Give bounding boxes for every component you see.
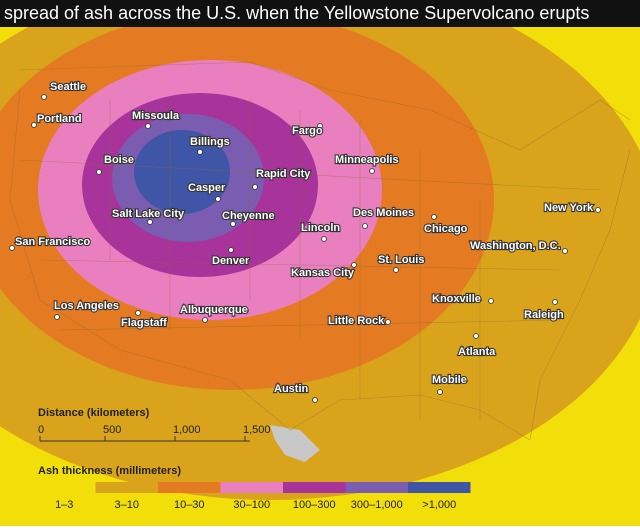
title: spread of ash across the U.S. when the Y… [4,3,589,23]
city-dot [54,314,60,320]
city-label: Los Angeles [54,300,119,312]
state-horizontals [19,159,601,331]
border-north [19,61,631,151]
cities: Seattle Portland Missoula Billings Boise Farg… [9,80,601,403]
city-label: Flagstaff [121,317,167,329]
legend-swatch [408,482,471,493]
city-dot [473,333,479,339]
thickness-title: Ash thickness (millimeters) [38,465,181,477]
city-label: Casper [188,182,226,194]
city-label: Little Rock [328,315,385,327]
legend-swatch [95,482,158,493]
city-dot [321,236,327,242]
city-dot [393,267,399,273]
city-dot [385,319,391,325]
city-dot [31,122,37,128]
city-dot [9,245,15,251]
legend: Distance (kilometers) Ash thickness (mil… [33,407,471,511]
legend-label: >1,000 [422,499,456,511]
city-dot [362,223,368,229]
legend-swatch [345,482,408,493]
city-dot [228,247,234,253]
city-dot [312,397,318,403]
city-label: Billings [190,136,230,148]
scale-label: 500 [103,424,121,436]
city-label: Knoxville [432,293,481,305]
city-dot [369,168,375,174]
city-label: St. Louis [378,254,424,266]
city-dot [252,184,258,190]
scale-label: 1,500 [243,424,271,436]
legend-label: 100–300 [293,499,336,511]
ash-zone [134,130,230,214]
city-label: Lincoln [301,222,340,234]
city-label: San Francisco [15,236,90,248]
city-label: Missoula [132,110,180,122]
city-label: Kansas City [291,267,355,279]
city-dot [595,207,601,213]
title-bar [0,0,640,27]
city-dot [197,149,203,155]
state-lines [9,61,631,441]
city-label: Mobile [432,374,467,386]
city-label: Chicago [424,223,468,235]
city-dot [96,169,102,175]
legend-swatch [33,482,96,493]
city-label: Atlanta [458,346,496,358]
legend-label: 1–3 [55,499,73,511]
city-label: Seattle [50,81,86,93]
legend-label: 3–10 [115,499,139,511]
city-label: Washington, D.C. [470,240,561,252]
scale-label: 0 [38,424,44,436]
city-dot [431,214,437,220]
city-label: Albuquerque [180,304,248,316]
city-label: Denver [212,255,250,267]
mexico-land [270,425,320,462]
city-label: Salt Lake City [112,208,185,220]
legend-swatch [158,482,221,493]
city-dot [562,248,568,254]
legend-swatch [283,482,346,493]
city-label: Cheyenne [222,210,275,222]
distance-title: Distance (kilometers) [38,407,150,419]
city-dot [147,219,153,225]
legend-label: 30–100 [233,499,270,511]
city-label: Minneapolis [335,154,399,166]
city-dot [41,94,47,100]
city-dot [215,196,221,202]
legend-label: 300–1,000 [351,499,403,511]
city-dot [552,299,558,305]
city-label: Rapid City [256,168,311,180]
city-label: New York [544,202,594,214]
city-label: Boise [104,154,134,166]
city-dot [145,123,151,129]
city-dot [317,123,323,129]
city-dot [351,262,357,268]
coastline [9,89,631,441]
legend-label: 10–30 [174,499,205,511]
city-label: Austin [274,383,309,395]
city-dot [230,221,236,227]
state-verticals [109,100,481,420]
city-label: Portland [37,113,82,125]
scale-label: 1,000 [173,424,201,436]
city-dot [437,389,443,395]
legend-swatch [220,482,283,493]
city-label: Fargo [292,125,323,137]
city-dot [135,310,141,316]
city-dot [488,298,494,304]
city-label: Raleigh [524,309,564,321]
city-dot [202,317,208,323]
city-label: Des Moines [353,207,414,219]
